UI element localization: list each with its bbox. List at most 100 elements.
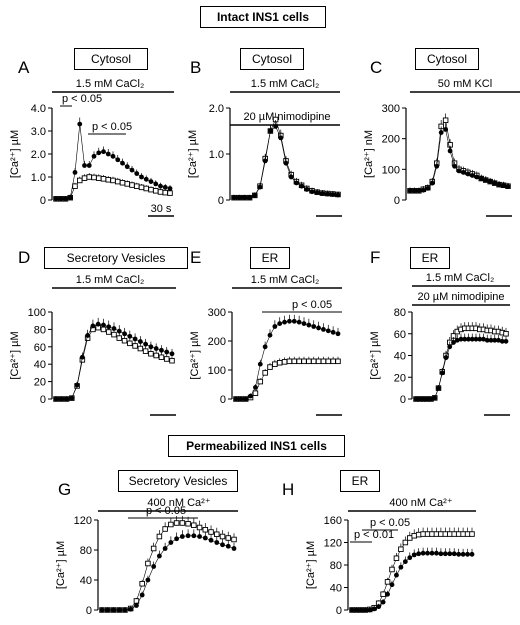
data-point-open <box>185 521 191 527</box>
data-point-open <box>116 335 123 341</box>
data-point-open <box>111 331 117 338</box>
data-point-filled <box>492 337 498 343</box>
data-point-filled <box>69 395 75 401</box>
data-point-filled <box>296 319 302 325</box>
data-point-open <box>132 343 138 349</box>
data-point-filled <box>469 336 475 342</box>
y-axis-label: [Ca²⁺] µM <box>369 331 381 379</box>
data-point-filled <box>434 163 440 169</box>
data-point-filled <box>316 325 321 331</box>
data-point-open <box>153 352 159 359</box>
y-tick-label: 0 <box>218 195 224 207</box>
data-point-filled <box>162 546 168 551</box>
y-tick-label: 0 <box>400 394 406 406</box>
data-point-filled <box>460 551 466 557</box>
data-point-filled <box>454 337 460 343</box>
compartment-label-a: Cytosol <box>74 48 148 70</box>
data-point-open <box>158 354 165 360</box>
y-tick-label: 0 <box>394 195 400 207</box>
data-point-filled <box>385 591 390 597</box>
data-point-filled <box>477 336 483 342</box>
data-point-filled <box>420 550 426 556</box>
data-point-filled <box>148 344 154 350</box>
data-point-filled <box>501 183 506 188</box>
data-point-filled <box>96 150 102 156</box>
data-point-filled <box>115 157 121 163</box>
data-point-filled <box>252 193 258 198</box>
data-point-open <box>455 531 462 537</box>
data-point-filled <box>443 127 449 132</box>
data-point-filled <box>443 355 449 361</box>
data-point-filled <box>325 328 331 334</box>
data-point-filled <box>320 191 325 196</box>
y-tick-label: 3.0 <box>31 126 46 138</box>
data-point-filled <box>462 336 468 342</box>
data-point-filled <box>67 195 73 201</box>
data-point-open <box>257 378 264 385</box>
data-point-filled <box>451 551 457 557</box>
data-point-open <box>442 117 449 124</box>
data-point-open <box>225 535 232 541</box>
data-point-open <box>407 535 413 541</box>
data-point-filled <box>438 130 444 135</box>
data-point-filled <box>162 184 168 190</box>
y-tick-label: 300 <box>382 103 400 115</box>
data-point-filled <box>277 321 283 326</box>
data-point-open <box>168 521 174 528</box>
y-tick-label: 60 <box>34 342 46 354</box>
data-point-open <box>393 555 400 562</box>
data-point-filled <box>416 188 422 194</box>
y-tick-label: 80 <box>80 545 92 557</box>
data-point-filled <box>304 187 310 192</box>
data-point-filled <box>380 599 386 605</box>
data-point-filled <box>407 555 413 561</box>
data-point-filled <box>452 163 457 169</box>
data-point-filled <box>110 153 116 159</box>
data-point-filled <box>499 338 505 344</box>
data-point-filled <box>432 395 438 401</box>
data-point-filled <box>208 537 214 543</box>
y-tick-label: 20 <box>394 372 406 384</box>
data-point-filled <box>362 607 368 613</box>
data-point-filled <box>231 546 237 551</box>
data-point-filled <box>398 564 404 570</box>
data-point-filled <box>158 183 163 189</box>
data-point-open <box>145 560 151 567</box>
data-point-filled <box>283 160 289 166</box>
y-tick-label: 0 <box>86 605 92 617</box>
data-point-filled <box>247 195 253 201</box>
data-point-filled <box>505 184 511 189</box>
data-point-filled <box>143 341 149 347</box>
data-point-open <box>262 370 268 376</box>
data-point-filled <box>436 385 441 391</box>
data-point-filled <box>484 337 490 343</box>
data-point-open <box>424 531 431 537</box>
data-point-filled <box>447 344 453 350</box>
data-point-filled <box>428 396 434 402</box>
compartment-label-c: Cytosol <box>415 48 479 70</box>
data-point-filled <box>124 164 130 170</box>
compartment-label-h: ER <box>340 470 380 492</box>
data-point-filled <box>233 396 239 402</box>
data-point-filled <box>330 329 336 335</box>
data-point-filled <box>267 332 273 338</box>
data-point-open <box>411 533 417 539</box>
data-point-filled <box>503 338 509 344</box>
data-point-filled <box>439 370 445 376</box>
data-point-filled <box>425 185 431 191</box>
data-point-open <box>127 340 133 347</box>
treatment-label: 400 nM Ca²⁺ <box>147 497 210 509</box>
data-point-filled <box>53 396 59 402</box>
data-point-filled <box>483 177 489 183</box>
significance-annotation: p < 0.05 <box>370 517 410 529</box>
series-line <box>352 533 472 611</box>
data-point-open <box>464 531 471 537</box>
data-point-filled <box>58 396 64 402</box>
y-tick-label: 2.0 <box>209 103 224 115</box>
data-point-open <box>402 539 409 546</box>
